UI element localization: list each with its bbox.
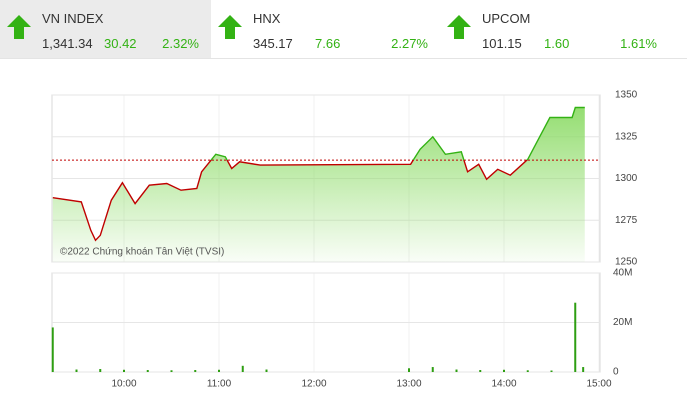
- x-tick-label: 11:00: [207, 379, 232, 390]
- volume-bar: [503, 369, 505, 372]
- volume-bar: [550, 370, 553, 372]
- price-line: [52, 106, 585, 242]
- index-cell[interactable]: VN INDEX 1,341.34 30.42 2.32%: [0, 0, 211, 58]
- y-tick-label: 20M: [613, 317, 632, 328]
- index-change: 30.42: [104, 36, 137, 51]
- volume-bar: [123, 369, 125, 372]
- up-arrow: [7, 15, 31, 39]
- y-tick-label: 1325: [615, 131, 638, 142]
- index-value: 1,341.34: [42, 36, 93, 51]
- watermark: ©2022 Chứng khoán Tân Việt (TVSI): [60, 247, 224, 258]
- up-arrow: [218, 15, 242, 39]
- volume-bar: [194, 370, 197, 372]
- x-tick-label: 13:00: [396, 379, 421, 390]
- index-change: 7.66: [315, 36, 341, 51]
- volume-bar: [170, 370, 173, 372]
- index-cell[interactable]: HNX 345.17 7.66 2.27%: [211, 0, 440, 58]
- index-percent: 1.61%: [620, 36, 657, 51]
- index-percent: 2.27%: [391, 36, 428, 51]
- x-tick-label: 14:00: [491, 379, 516, 390]
- volume-bar: [75, 369, 78, 372]
- x-tick-label: 15:00: [586, 379, 611, 390]
- index-cell[interactable]: UPCOM 101.15 1.60 1.61%: [440, 0, 669, 58]
- y-tick-label: 40M: [613, 268, 632, 279]
- index-bar: VN INDEX 1,341.34 30.42 2.32% HNX 345.17 7.66 2…: [0, 0, 687, 59]
- index-name: UPCOM: [482, 11, 531, 26]
- area-fill: [52, 107, 585, 262]
- y-tick-label: 1275: [615, 215, 638, 226]
- index-value: 101.15: [482, 36, 522, 51]
- index-name: VN INDEX: [42, 11, 104, 26]
- y-tick-label: 1350: [615, 90, 638, 101]
- index-value: 345.17: [253, 36, 293, 51]
- volume-bar: [218, 369, 220, 372]
- volume-bar: [51, 327, 54, 372]
- index-change: 1.60: [544, 36, 570, 51]
- volume-bar: [574, 302, 577, 372]
- chart: 10:00 11:00 12:00 13:00 14:00 15:00 1250 1275 13…: [51, 90, 638, 390]
- volume-bar: [526, 370, 529, 372]
- index-percent: 2.32%: [162, 36, 199, 51]
- volume-bar: [479, 370, 482, 372]
- volume-bar: [99, 369, 102, 372]
- volume-bar: [408, 368, 410, 372]
- volume-bar: [455, 369, 458, 372]
- volume-bar: [146, 370, 149, 372]
- volume-bar: [582, 367, 585, 372]
- y-tick-label: 1250: [615, 257, 638, 268]
- up-arrow: [447, 15, 471, 39]
- volume-bar: [241, 365, 244, 372]
- x-tick-label: 10:00: [111, 379, 136, 390]
- volume-bar: [265, 369, 268, 372]
- y-tick-label: 0: [613, 367, 619, 378]
- x-tick-label: 12:00: [301, 379, 326, 390]
- volume-bar: [431, 367, 434, 372]
- y-tick-label: 1300: [615, 173, 638, 184]
- index-name: HNX: [253, 11, 281, 26]
